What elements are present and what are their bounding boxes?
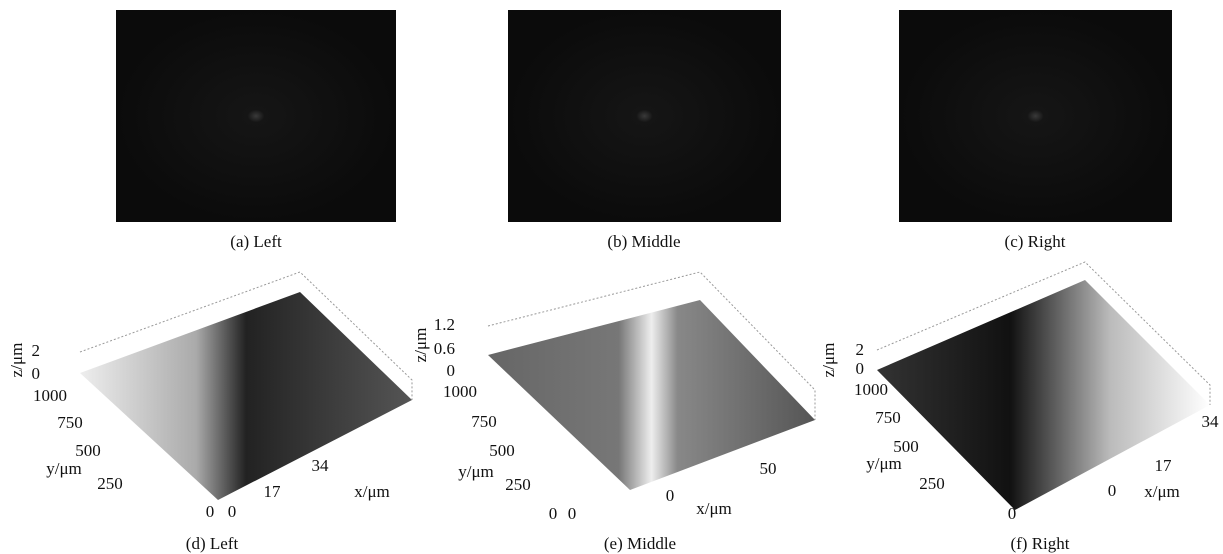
axis-label: z/μm: [411, 328, 430, 363]
caption: (a) Left: [230, 232, 282, 251]
y-tick-label: 250: [97, 474, 123, 493]
z-tick-label: 2: [32, 341, 41, 360]
y-tick-label: 1000: [33, 386, 67, 405]
y-tick-label: 250: [505, 475, 531, 494]
caption: (b) Middle: [607, 232, 680, 251]
y-tick-label: 1000: [443, 382, 477, 401]
axis-label: y/μm: [458, 462, 494, 481]
y-tick-label: 1000: [854, 380, 888, 399]
caption: (e) Middle: [604, 534, 676, 553]
z-tick-label: 2: [856, 340, 865, 359]
surfaces: [80, 262, 1210, 510]
caption: (c) Right: [1005, 232, 1066, 251]
y-tick-label: 250: [919, 474, 945, 493]
fft-images: [116, 10, 1172, 222]
y-tick-label: 750: [471, 412, 497, 431]
z-tick-label: 0: [856, 359, 865, 378]
axis-label: z/μm: [7, 343, 26, 378]
axis-label: x/μm: [696, 499, 732, 518]
caption: (d) Left: [186, 534, 239, 553]
z-tick-label: 0: [32, 364, 41, 383]
image: [508, 10, 781, 222]
x-tick-label: 17: [1155, 456, 1173, 475]
y-tick-label: 500: [489, 441, 515, 460]
x-tick-label: 50: [760, 459, 777, 478]
z-tick-label: 0.6: [434, 339, 455, 358]
x-tick-label: 34: [1202, 412, 1220, 431]
figure: (a) Left (b) Middle (c) Right (d) Left z/μm y…: [0, 0, 1223, 554]
caption: (f) Right: [1010, 534, 1069, 553]
z-tick-label: 1.2: [434, 315, 455, 334]
y-tick-label: 750: [875, 408, 901, 427]
x-tick-label: 0: [228, 502, 237, 521]
axis-label: y/μm: [46, 459, 82, 478]
x-tick-label: 0: [1108, 481, 1117, 500]
image: [899, 10, 1172, 222]
x-tick-label: 34: [312, 456, 330, 475]
x-tick-label: 0: [666, 486, 675, 505]
z-tick-label: 0: [447, 361, 456, 380]
y-tick-label: 750: [57, 413, 83, 432]
x-tick-label: 17: [264, 482, 282, 501]
y-tick-label: 500: [893, 437, 919, 456]
axis-label: y/μm: [866, 454, 902, 473]
surface: [80, 292, 412, 500]
y-tick-label: 0: [206, 502, 215, 521]
image: [116, 10, 396, 222]
y-tick-label: 0: [549, 504, 558, 523]
axis-label: x/μm: [354, 482, 390, 501]
axis-label: z/μm: [819, 343, 838, 378]
axis-label: x/μm: [1144, 482, 1180, 501]
x-tick-label: 0: [568, 504, 577, 523]
y-tick-label: 0: [1008, 504, 1017, 523]
y-tick-label: 500: [75, 441, 101, 460]
